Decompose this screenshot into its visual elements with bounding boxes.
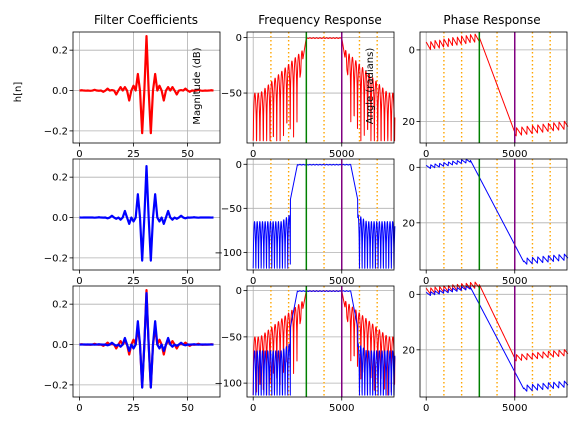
panel-phase-row-1: 0 5000 0 20: [402, 158, 569, 287]
phase-r2-xtick-label-0: 0: [423, 403, 429, 414]
coef-r0-xtick-label-25: 25: [127, 149, 140, 160]
magnitude-line-red-row-0: [252, 37, 396, 142]
freq-r2-ytick-label--100: −100: [215, 379, 242, 390]
freq-r2-ytick-label--50: −50: [221, 332, 242, 343]
freq-r0-ytick-label--50: −50: [221, 89, 242, 100]
phase-line-red-row-2: [425, 281, 569, 362]
freq-r1-xtick-label-5000: 5000: [329, 276, 354, 287]
panel-frequency-row-2: 0 5000 0 −50 −100: [215, 285, 396, 414]
phase-r1-ytick-label-20: 20: [402, 218, 415, 229]
coef-r1-ytick-label-0.2: 0.2: [52, 173, 68, 184]
phase-r0-xtick-label-0: 0: [423, 149, 429, 160]
coef-r2-ytick-label-0: 0.0: [52, 340, 68, 351]
freq-r1-xtick-label-0: 0: [250, 276, 256, 287]
title-frequency-response: Frequency Response: [258, 13, 381, 27]
freq-r2-xtick-label-0: 0: [250, 403, 256, 414]
phase-r0-xtick-label-5000: 5000: [502, 149, 527, 160]
coef-r2-xtick-label-50: 50: [181, 403, 194, 414]
coef-r1-ytick-label--0.2: −0.2: [44, 253, 68, 264]
coef-r2-xtick-label-25: 25: [127, 403, 140, 414]
coef-r0-xtick-label-0: 0: [76, 149, 82, 160]
panel-coefficients-row-2: 0 25 50 −0.2 0.0 0.2: [44, 285, 221, 414]
coef-r2-ytick-label-0.2: 0.2: [52, 300, 68, 311]
freq-r2-frame: [246, 285, 395, 398]
ylabel-magnitude: Magnitude (dB): [192, 47, 203, 124]
phase-r2-frame: [419, 285, 568, 398]
panel-frequency-row-0: 0 5000 0 −50: [221, 31, 396, 160]
coef-line-blue-row-1: [79, 164, 214, 262]
coef-r0-ytick-label-0.2: 0.2: [52, 46, 68, 57]
coef-r2-frame: [72, 285, 221, 398]
coef-r2-xtick-label-0: 0: [76, 403, 82, 414]
panel-coefficients-row-0: 0 25 50 −0.2 0.0 0.2: [44, 31, 221, 160]
coef-line-blue-row-2: [79, 291, 214, 389]
freq-r0-xtick-label-5000: 5000: [329, 149, 354, 160]
title-filter-coefficients: Filter Coefficients: [94, 13, 198, 27]
freq-r2-xtick-label-5000: 5000: [329, 403, 354, 414]
magnitude-line-blue-row-1: [252, 163, 396, 269]
coef-r2-ytick-label--0.2: −0.2: [44, 380, 68, 391]
freq-r0-xtick-label-0: 0: [250, 149, 256, 160]
coef-r1-xtick-label-50: 50: [181, 276, 194, 287]
panel-phase-row-2: 0 5000 0 20: [402, 281, 569, 414]
phase-r1-ytick-label-0: 0: [409, 163, 415, 174]
coef-r0-ytick-label-0: 0.0: [52, 86, 68, 97]
coef-r1-xtick-label-0: 0: [76, 276, 82, 287]
coef-r1-xtick-label-25: 25: [127, 276, 140, 287]
magnitude-line-blue-row-2: [252, 290, 396, 396]
coef-r0-ytick-label--0.2: −0.2: [44, 126, 68, 137]
freq-r0-ytick-label-0: 0: [236, 33, 242, 44]
phase-r2-ytick-label-20: 20: [402, 345, 415, 356]
freq-r1-ytick-label-0: 0: [236, 160, 242, 171]
freq-r0-frame: [246, 31, 395, 144]
freq-r1-ytick-label--100: −100: [215, 248, 242, 259]
panel-phase-row-0: 0 5000 0 20: [402, 31, 569, 160]
phase-r1-xtick-label-5000: 5000: [502, 276, 527, 287]
phase-r1-frame: [419, 158, 568, 271]
phase-line-red-row-0: [425, 33, 569, 137]
phase-r0-ytick-label-0: 0: [409, 45, 415, 56]
phase-line-blue-row-1: [425, 158, 569, 265]
coef-r1-ytick-label-0: 0.0: [52, 213, 68, 224]
freq-r1-ytick-label--50: −50: [221, 204, 242, 215]
ylabel-angle: Angle (radians): [365, 48, 376, 125]
title-phase-response: Phase Response: [443, 13, 540, 27]
coef-r1-frame: [72, 158, 221, 271]
freq-r1-frame: [246, 158, 395, 271]
coef-r0-xtick-label-50: 50: [181, 149, 194, 160]
phase-line-blue-row-2: [425, 285, 569, 392]
phase-r2-ytick-label-0: 0: [409, 290, 415, 301]
phase-r2-xtick-label-5000: 5000: [502, 403, 527, 414]
phase-r0-ytick-label-20: 20: [402, 117, 415, 128]
ylabel-h-n: h[n]: [13, 82, 24, 103]
coef-r0-frame: [72, 31, 221, 144]
panel-coefficients-row-1: 0 25 50 −0.2 0.0 0.2: [44, 158, 221, 287]
freq-r2-ytick-label-0: 0: [236, 286, 242, 297]
phase-r1-xtick-label-0: 0: [423, 276, 429, 287]
panel-frequency-row-1: 0 5000 0 −50 −100: [215, 158, 396, 287]
phase-r0-frame: [419, 31, 568, 144]
coef-line-red-row-0: [79, 34, 214, 135]
